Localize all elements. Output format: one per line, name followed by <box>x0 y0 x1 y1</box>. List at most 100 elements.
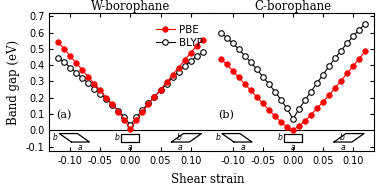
BLYP <box>122 116 127 118</box>
BLYP <box>303 99 307 101</box>
PBE <box>56 41 60 44</box>
Title: C-borophane: C-borophane <box>254 0 332 13</box>
Text: b: b <box>277 133 282 142</box>
PBE <box>122 119 127 121</box>
PBE <box>339 79 343 82</box>
BLYP <box>74 71 79 74</box>
PBE <box>254 96 259 98</box>
Text: b: b <box>115 133 119 142</box>
Text: a: a <box>178 143 183 152</box>
PBE <box>188 52 193 54</box>
Line: PBE: PBE <box>56 37 205 132</box>
PBE <box>74 62 79 64</box>
BLYP <box>266 83 271 85</box>
BLYP <box>333 57 337 59</box>
BLYP <box>327 65 332 68</box>
PBE <box>333 87 337 89</box>
BLYP <box>68 67 73 69</box>
PBE <box>249 89 253 92</box>
PBE <box>260 102 265 105</box>
BLYP <box>315 82 319 84</box>
Legend: PBE, BLYP: PBE, BLYP <box>154 22 205 50</box>
PBE <box>98 89 102 92</box>
PBE <box>285 126 289 128</box>
BLYP <box>279 99 283 101</box>
PBE <box>237 76 241 79</box>
PBE <box>176 67 181 69</box>
Y-axis label: Band gap (eV): Band gap (eV) <box>7 40 20 125</box>
BLYP <box>98 93 102 95</box>
BLYP <box>152 96 157 98</box>
Text: a: a <box>291 143 295 152</box>
PBE <box>315 107 319 109</box>
PBE <box>291 129 295 131</box>
BLYP <box>176 70 181 73</box>
BLYP <box>56 57 60 59</box>
BLYP <box>260 76 265 78</box>
BLYP <box>134 116 139 118</box>
PBE <box>218 58 223 60</box>
PBE <box>92 83 96 85</box>
PBE <box>363 50 367 53</box>
BLYP <box>200 51 205 53</box>
PBE <box>182 59 187 61</box>
Text: a: a <box>241 143 245 152</box>
BLYP <box>80 77 85 79</box>
PBE <box>327 94 332 96</box>
Text: b: b <box>215 133 220 142</box>
PBE <box>86 76 91 78</box>
PBE <box>164 81 169 83</box>
PBE <box>158 88 163 91</box>
PBE <box>116 111 121 113</box>
Line: BLYP: BLYP <box>56 49 205 128</box>
Text: Shear strain: Shear strain <box>171 173 245 186</box>
BLYP <box>218 31 223 34</box>
PBE <box>110 103 115 105</box>
BLYP <box>62 61 67 63</box>
BLYP <box>237 48 241 50</box>
PBE <box>146 103 151 105</box>
BLYP <box>273 91 277 93</box>
Title: W-borophane: W-borophane <box>91 0 170 13</box>
BLYP <box>357 29 361 31</box>
PBE <box>231 70 235 72</box>
BLYP <box>309 91 313 93</box>
Text: b: b <box>339 133 344 142</box>
PBE <box>152 96 157 98</box>
BLYP <box>182 65 187 67</box>
Line: BLYP: BLYP <box>218 21 368 122</box>
BLYP <box>170 76 175 79</box>
BLYP <box>110 103 115 106</box>
PBE <box>200 39 205 41</box>
PBE <box>104 97 108 99</box>
BLYP <box>297 108 301 110</box>
BLYP <box>249 61 253 63</box>
Text: (b): (b) <box>218 110 234 120</box>
PBE <box>243 83 247 85</box>
Text: a: a <box>78 143 83 152</box>
PBE <box>309 114 313 116</box>
PBE <box>357 58 361 60</box>
PBE <box>303 120 307 122</box>
PBE <box>68 55 73 57</box>
BLYP <box>339 49 343 52</box>
Text: (a): (a) <box>56 110 71 120</box>
BLYP <box>86 82 91 84</box>
BLYP <box>225 36 229 39</box>
Text: b: b <box>53 133 57 142</box>
PBE <box>273 115 277 117</box>
PBE <box>170 74 175 76</box>
Text: b: b <box>177 133 181 142</box>
PBE <box>321 101 325 103</box>
PBE <box>266 109 271 111</box>
PBE <box>351 65 355 67</box>
BLYP <box>92 88 96 90</box>
BLYP <box>104 98 108 100</box>
PBE <box>80 69 85 71</box>
PBE <box>134 119 139 121</box>
BLYP <box>243 55 247 57</box>
PBE <box>140 111 145 113</box>
BLYP <box>254 68 259 70</box>
PBE <box>194 45 199 47</box>
BLYP <box>351 35 355 37</box>
